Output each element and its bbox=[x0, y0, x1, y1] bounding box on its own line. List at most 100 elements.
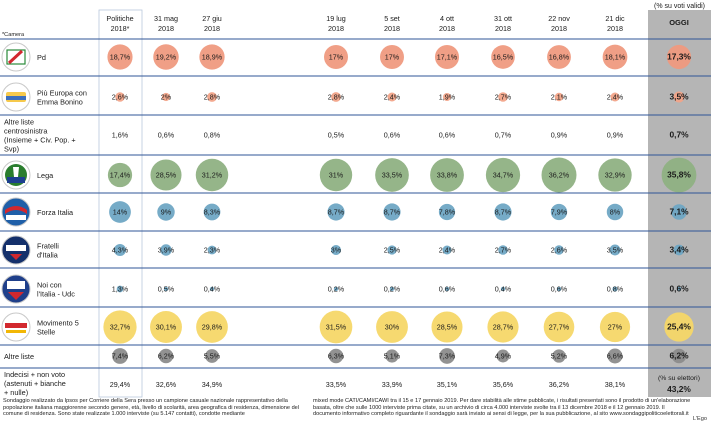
value-bubble bbox=[107, 162, 133, 188]
party-name-line: Pd bbox=[37, 53, 46, 62]
undecided-value: 34,9% bbox=[202, 380, 223, 389]
value-label: 16,8% bbox=[549, 53, 570, 62]
value-label: 2,4% bbox=[439, 246, 456, 255]
value-label: 8,7% bbox=[495, 208, 512, 217]
value-bubble bbox=[442, 245, 452, 255]
party-name-line: Altre liste bbox=[4, 118, 34, 127]
party-name-line: Più Europa con bbox=[37, 89, 87, 98]
value-label: 18,1% bbox=[605, 53, 626, 62]
party-row: Pd 18,7% 19,2% 18,9% 17% 17% 17,1% 16,5% 16,8% 18… bbox=[1, 42, 692, 72]
value-label: 0,6% bbox=[384, 131, 401, 140]
value-bubble bbox=[673, 91, 685, 103]
undecided-label-line: Indecisi + non voto bbox=[4, 370, 65, 379]
value-label: 6,3% bbox=[328, 352, 345, 361]
logo-band bbox=[6, 96, 26, 100]
value-label: 2,6% bbox=[112, 93, 129, 102]
value-bubble bbox=[543, 311, 575, 343]
value-bubble bbox=[671, 204, 687, 220]
undecided-label-line: (astenuti + bianche bbox=[4, 379, 66, 388]
column-header-year: 2018 bbox=[607, 24, 623, 33]
party-name-line: (Insieme + Civ. Pop. + bbox=[4, 136, 76, 145]
value-label: 27,7% bbox=[549, 323, 570, 332]
footnote-left: Sondaggio realizzato da Ipsos per Corrie… bbox=[3, 398, 300, 418]
value-label: 17,3% bbox=[667, 52, 691, 62]
value-bubble bbox=[207, 92, 217, 102]
value-label: 30% bbox=[385, 323, 400, 332]
camera-note: *Camera bbox=[2, 32, 25, 38]
column-header: 5 set bbox=[384, 14, 400, 23]
logo-band bbox=[6, 215, 26, 220]
column-header-year: 2018 bbox=[328, 24, 344, 33]
value-label: 29,8% bbox=[202, 323, 223, 332]
value-label: 7,3% bbox=[439, 352, 456, 361]
value-bubble bbox=[158, 348, 174, 364]
column-header: 27 giu bbox=[202, 14, 222, 23]
column-header: 21 dic bbox=[605, 14, 625, 23]
value-label: 3,5% bbox=[669, 92, 689, 102]
credit: L'Ego bbox=[692, 416, 707, 422]
column-header: 22 nov bbox=[548, 14, 570, 23]
value-label: 8,7% bbox=[328, 208, 345, 217]
undecided-label-line: + nulle) bbox=[4, 388, 28, 397]
party-name-line: d'Italia bbox=[37, 251, 59, 260]
value-bubble bbox=[160, 244, 172, 256]
value-bubble bbox=[609, 244, 621, 256]
column-header-year: 2018 bbox=[495, 24, 511, 33]
value-label: 1,3% bbox=[112, 285, 129, 294]
logo-stars bbox=[6, 330, 26, 333]
value-label: 2,1% bbox=[551, 93, 568, 102]
value-label: 0,5% bbox=[328, 131, 345, 140]
value-bubble bbox=[430, 158, 464, 192]
value-label: 0,2% bbox=[328, 285, 345, 294]
value-label: 35,8% bbox=[667, 170, 691, 180]
value-bubble bbox=[163, 286, 169, 292]
value-label: 0,8% bbox=[607, 285, 624, 294]
value-bubble bbox=[376, 311, 408, 343]
value-bubble bbox=[150, 311, 182, 343]
logo-stroke bbox=[7, 49, 24, 65]
undecided-value: 38,1% bbox=[605, 380, 626, 389]
value-bubble bbox=[161, 92, 171, 102]
value-label: 0,7% bbox=[669, 130, 689, 140]
value-bubble bbox=[331, 92, 341, 102]
party-name-line: Svp) bbox=[4, 145, 19, 154]
value-bubble bbox=[439, 348, 455, 364]
value-label: 31,2% bbox=[202, 171, 223, 180]
value-bubble bbox=[547, 45, 571, 69]
value-bubble bbox=[330, 244, 342, 256]
value-label: 14% bbox=[113, 208, 128, 217]
party-row: Forza Italia 14% 9% 8,3% 8,7% 8,7% 7,8% 8,7% 7,9… bbox=[1, 197, 689, 227]
value-bubble bbox=[541, 157, 577, 193]
value-label: 33,5% bbox=[382, 171, 403, 180]
value-bubble bbox=[612, 286, 618, 292]
value-label: 2,7% bbox=[495, 246, 512, 255]
undecided-value: 29,4% bbox=[110, 380, 131, 389]
value-bubble bbox=[610, 92, 620, 102]
value-label: 16,5% bbox=[493, 53, 514, 62]
value-label: 0,6% bbox=[551, 285, 568, 294]
value-label: 8% bbox=[610, 208, 621, 217]
value-bubble bbox=[387, 245, 397, 255]
value-bubble bbox=[195, 158, 229, 192]
value-label: 0,9% bbox=[607, 131, 624, 140]
value-bubble bbox=[676, 286, 682, 292]
lega-logo bbox=[1, 160, 31, 190]
row-lines bbox=[0, 38, 711, 369]
undecided-value: 36,2% bbox=[549, 380, 570, 389]
value-label: 2% bbox=[161, 93, 172, 102]
value-bubble bbox=[552, 349, 566, 363]
value-bubble bbox=[109, 201, 131, 223]
column-header-year: 2018 bbox=[551, 24, 567, 33]
value-label: 6,6% bbox=[607, 352, 624, 361]
value-label: 18,9% bbox=[202, 53, 223, 62]
value-label: 33,8% bbox=[437, 171, 458, 180]
value-bubble bbox=[550, 203, 568, 221]
undecided-value: 35,1% bbox=[437, 380, 458, 389]
value-bubble bbox=[666, 44, 692, 70]
value-label: 2,4% bbox=[384, 93, 401, 102]
value-label: 27% bbox=[608, 323, 623, 332]
column-header: 4 ott bbox=[440, 14, 454, 23]
